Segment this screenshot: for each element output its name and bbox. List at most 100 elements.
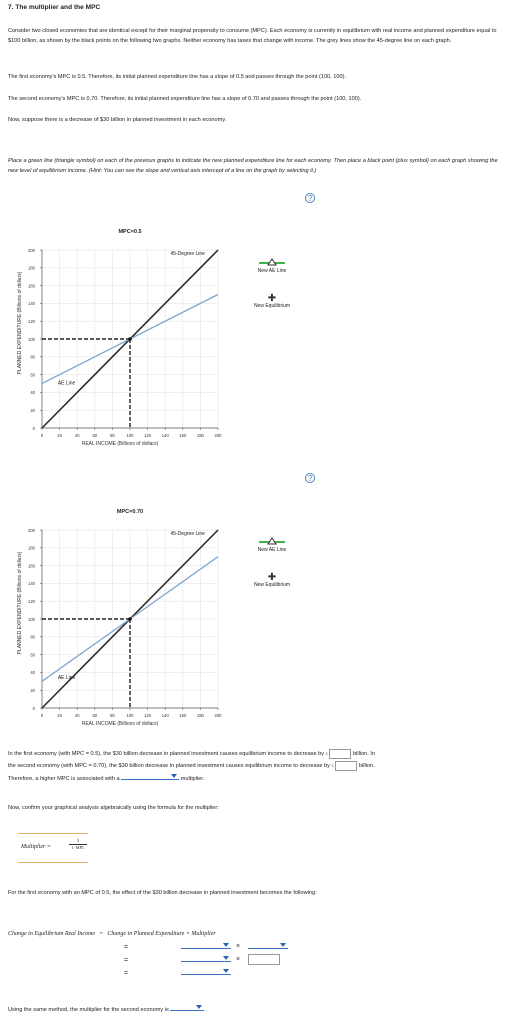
legend-new-equilibrium[interactable]: ✚ New Equilibrium (244, 572, 300, 589)
y-tick-label: 20 (30, 408, 35, 413)
q1-part2: the second economy (with MPC = 0.70), th… (8, 763, 330, 769)
y-tick-label: 180 (28, 546, 36, 551)
change-dropdown-2[interactable] (181, 954, 231, 964)
x-tick-label: 100 (127, 713, 135, 718)
y-tick-label: 120 (28, 319, 36, 324)
first-decrease-input[interactable] (329, 748, 352, 759)
legend-new-ae-line[interactable]: New AE Line (250, 258, 294, 274)
times-row-1: × (236, 943, 241, 950)
multiplier-dropdown-1[interactable] (248, 941, 288, 951)
equation-rhs: Change in Planned Expenditure × Multipli… (107, 931, 216, 937)
q1-unit1: billion. In (352, 751, 376, 757)
x-tick-label: 160 (179, 433, 187, 438)
forty-five-degree-label: 45-Degree Line (170, 251, 205, 257)
x-tick-label: 20 (57, 713, 62, 718)
equals-row-2: = (124, 957, 129, 964)
x-tick-label: 120 (144, 713, 152, 718)
y-tick-label: 80 (30, 635, 35, 640)
x-tick-label: 180 (197, 713, 205, 718)
equilibrium-point (128, 337, 132, 341)
equilibrium-point (128, 617, 132, 621)
multiplier-size-dropdown[interactable] (121, 772, 180, 780)
last-line-text: Using the same method, the multiplier fo… (8, 1007, 169, 1013)
x-axis-label: REAL INCOME (Billions of dollars) (82, 441, 159, 447)
x-tick-label: 40 (75, 433, 80, 438)
intro-paragraph: Consider two closed economies that are i… (8, 28, 497, 44)
y-tick-label: 160 (28, 283, 36, 288)
decrease-text: Now, suppose there is a decrease of $30 … (8, 117, 227, 123)
q1-part3: Therefore, a higher MPC is associated wi… (8, 776, 120, 782)
first-effect-text: For the first economy with an MPC of 0.5… (8, 890, 317, 896)
y-tick-label: 120 (28, 599, 36, 604)
mpc-0-5-graph[interactable]: MPC=0.5 0 20 40 60 80 100 120 140 160 180 200 0 20 40 6… (20, 220, 230, 450)
plus-icon: ✚ (267, 293, 277, 304)
x-tick-label: 60 (92, 433, 97, 438)
legend-new-equilibrium-label: New Equilibrium (253, 582, 291, 588)
x-tick-label: 140 (162, 433, 170, 438)
plus-icon: ✚ (267, 572, 277, 583)
second-multiplier-dropdown[interactable] (170, 1003, 205, 1011)
x-tick-label: 20 (57, 433, 62, 438)
legend-new-equilibrium-label: New Equilibrium (253, 303, 291, 309)
equation-lhs: Change in Equilibrium Real Income (8, 931, 95, 937)
y-tick-label: 100 (28, 617, 36, 622)
y-tick-label: 140 (28, 301, 36, 306)
x-tick-label: 140 (162, 713, 170, 718)
ae-line-label: AE Line (58, 381, 76, 387)
legend-new-equilibrium[interactable]: ✚ New Equilibrium (244, 293, 300, 310)
graph-title: MPC=0.5 (118, 229, 141, 235)
triangle-icon (259, 258, 285, 266)
help-icon[interactable]: ? (305, 193, 315, 203)
formula-fraction: 1 1−MPC (69, 839, 87, 850)
second-mpc-text: The second economy's MPC is 0.70. Theref… (8, 96, 362, 102)
multiplier-input[interactable] (248, 954, 280, 965)
legend-new-ae-line[interactable]: New AE Line (250, 537, 294, 553)
formula-lhs: Multiplier = (21, 844, 51, 850)
y-tick-label: 40 (30, 390, 35, 395)
y-tick-label: 200 (28, 528, 36, 533)
x-tick-label: 80 (110, 713, 115, 718)
x-tick-label: 200 (215, 433, 223, 438)
y-tick-label: 80 (30, 355, 35, 360)
mpc-0-70-graph[interactable]: MPC=0.70 0 20 40 60 80 100 120 140 160 180 200 0 20 40… (20, 500, 230, 730)
change-dropdown-1[interactable] (181, 941, 231, 951)
multiplier-formula: Multiplier = 1 1−MPC (18, 833, 88, 863)
equals-row-3: = (124, 970, 129, 977)
legend-new-ae-label: New AE Line (257, 547, 287, 553)
x-tick-label: 80 (110, 433, 115, 438)
q1-part3-end: multiplier. (180, 776, 205, 782)
second-decrease-input[interactable] (335, 760, 358, 771)
equation-eq: = (99, 931, 103, 937)
ae-line-label: AE Line (58, 675, 76, 681)
graph-title: MPC=0.70 (117, 509, 143, 515)
question-1: In the first economy (with MPC = 0.5), t… (8, 748, 503, 785)
y-tick-label: 0 (33, 706, 36, 711)
q1-unit2: billion. (358, 763, 375, 769)
x-tick-label: 160 (179, 713, 187, 718)
legend-new-ae-label: New AE Line (257, 268, 287, 274)
equation-header: Change in Equilibrium Real Income = Chan… (8, 931, 216, 937)
y-tick-label: 140 (28, 581, 36, 586)
y-tick-label: 200 (28, 248, 36, 253)
y-tick-label: 180 (28, 266, 36, 271)
forty-five-degree-label: 45-Degree Line (170, 531, 205, 537)
x-tick-label: 100 (127, 433, 135, 438)
first-mpc-text: The first economy's MPC is 0.5. Therefor… (8, 74, 347, 80)
q1-part1: In the first economy (with MPC = 0.5), t… (8, 751, 325, 757)
x-tick-label: 200 (215, 713, 223, 718)
x-tick-label: 120 (144, 433, 152, 438)
help-icon[interactable]: ? (305, 473, 315, 483)
y-tick-label: 0 (33, 426, 36, 431)
result-dropdown[interactable] (181, 967, 231, 977)
y-tick-label: 40 (30, 670, 35, 675)
last-question: Using the same method, the multiplier fo… (8, 1003, 207, 1013)
instructions-text: Place a green line (triangle symbol) on … (8, 158, 498, 174)
dollar-sign: $ (331, 763, 334, 768)
y-tick-label: 60 (30, 372, 35, 377)
y-tick-label: 100 (28, 337, 36, 342)
x-axis-label: REAL INCOME (Billions of dollars) (82, 721, 159, 727)
y-tick-label: 20 (30, 688, 35, 693)
x-tick-label: 0 (41, 433, 44, 438)
triangle-icon (259, 537, 285, 545)
times-row-2: × (236, 956, 241, 963)
